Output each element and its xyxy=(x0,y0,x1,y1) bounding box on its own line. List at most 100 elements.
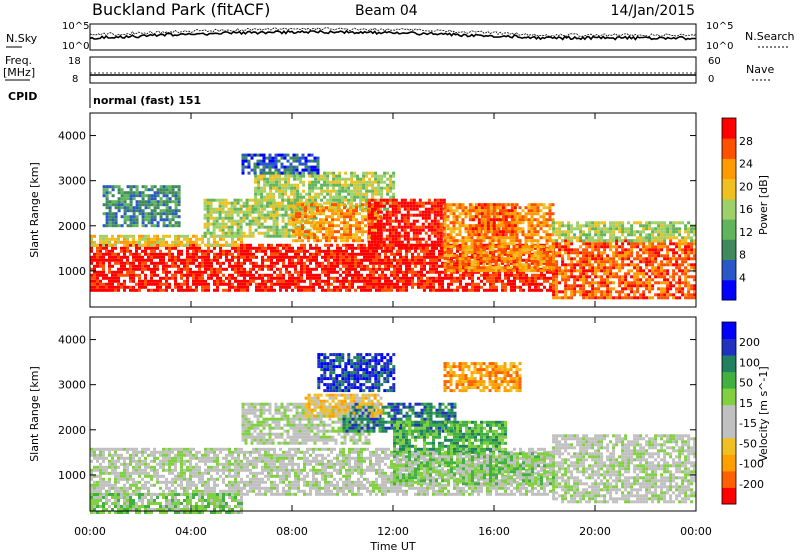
data-cell xyxy=(369,252,372,256)
data-cell xyxy=(468,209,472,213)
data-cell xyxy=(418,237,422,241)
data-cell xyxy=(287,234,291,238)
data-cell xyxy=(108,270,111,274)
data-cell xyxy=(600,260,604,264)
data-cell xyxy=(455,257,459,261)
data-cell xyxy=(409,222,413,226)
data-cell xyxy=(516,267,519,271)
data-cell xyxy=(186,246,189,250)
data-cell xyxy=(486,273,489,277)
data-cell xyxy=(504,233,508,237)
data-cell xyxy=(675,287,679,291)
data-cell xyxy=(452,209,456,213)
data-cell xyxy=(388,240,392,244)
data-cell xyxy=(261,264,264,268)
data-cell xyxy=(290,174,294,178)
data-cell xyxy=(525,282,528,286)
data-cell xyxy=(432,279,435,283)
data-cell xyxy=(369,261,372,265)
data-cell xyxy=(663,290,667,294)
data-cell xyxy=(287,207,291,211)
data-cell xyxy=(285,279,288,283)
data-cell xyxy=(141,282,144,286)
data-cell xyxy=(570,266,574,270)
data-cell xyxy=(353,183,357,187)
data-cell xyxy=(555,290,559,294)
data-cell xyxy=(322,212,325,216)
data-cell xyxy=(258,282,261,286)
data-cell xyxy=(135,258,138,262)
data-cell xyxy=(281,195,285,199)
data-cell xyxy=(603,293,607,297)
data-cell xyxy=(570,251,574,255)
data-cell xyxy=(260,192,264,196)
data-cell xyxy=(375,288,378,292)
data-cell xyxy=(382,225,386,229)
data-cell xyxy=(117,234,120,238)
data-cell xyxy=(588,263,592,267)
data-cell xyxy=(300,243,303,247)
data-cell xyxy=(513,209,517,213)
data-cell xyxy=(245,216,249,220)
data-cell xyxy=(212,222,216,226)
data-cell xyxy=(317,186,321,190)
data-cell xyxy=(285,243,288,247)
data-cell xyxy=(534,279,537,283)
data-cell xyxy=(666,272,670,276)
data-cell xyxy=(361,227,364,231)
data-cell xyxy=(459,285,462,289)
data-cell xyxy=(263,183,267,187)
data-cell xyxy=(367,201,371,205)
data-cell xyxy=(334,239,337,243)
data-cell xyxy=(162,237,165,241)
data-cell xyxy=(408,258,411,262)
data-cell xyxy=(387,267,390,271)
data-cell xyxy=(311,174,315,178)
data-cell xyxy=(690,266,694,270)
data-cell xyxy=(270,288,273,292)
data-cell xyxy=(524,266,528,270)
data-cell xyxy=(558,281,562,285)
data-cell xyxy=(388,216,392,220)
data-cell xyxy=(177,267,180,271)
data-cell xyxy=(558,290,562,294)
data-cell xyxy=(524,263,528,267)
data-cell xyxy=(269,234,273,238)
data-cell xyxy=(389,180,393,184)
data-cell xyxy=(105,273,108,277)
data-cell xyxy=(364,224,367,228)
data-cell xyxy=(492,215,496,219)
data-cell xyxy=(439,213,443,217)
data-cell xyxy=(453,276,456,280)
data-cell xyxy=(477,282,480,286)
data-cell xyxy=(660,275,664,279)
data-cell xyxy=(324,267,327,271)
data-cell xyxy=(687,251,691,255)
data-cell xyxy=(606,272,610,276)
data-cell xyxy=(284,174,288,178)
data-cell xyxy=(400,240,404,244)
data-cell xyxy=(329,171,333,175)
data-cell xyxy=(672,242,676,246)
data-cell xyxy=(206,222,210,226)
data-cell xyxy=(470,269,474,273)
data-cell xyxy=(342,276,345,280)
data-cell xyxy=(369,276,372,280)
data-cell xyxy=(392,174,396,178)
data-cell xyxy=(186,270,189,274)
data-cell xyxy=(426,282,429,286)
data-cell xyxy=(306,267,309,271)
data-cell xyxy=(501,282,504,286)
data-cell xyxy=(379,225,383,229)
data-cell xyxy=(672,293,676,297)
data-cell xyxy=(441,285,444,289)
data-cell xyxy=(651,245,655,249)
data-cell xyxy=(384,264,387,268)
data-cell xyxy=(439,225,443,229)
data-cell xyxy=(530,224,534,228)
data-cell xyxy=(473,257,477,261)
data-cell xyxy=(294,276,297,280)
data-cell xyxy=(684,266,688,270)
data-cell xyxy=(418,243,422,247)
data-cell xyxy=(636,281,640,285)
